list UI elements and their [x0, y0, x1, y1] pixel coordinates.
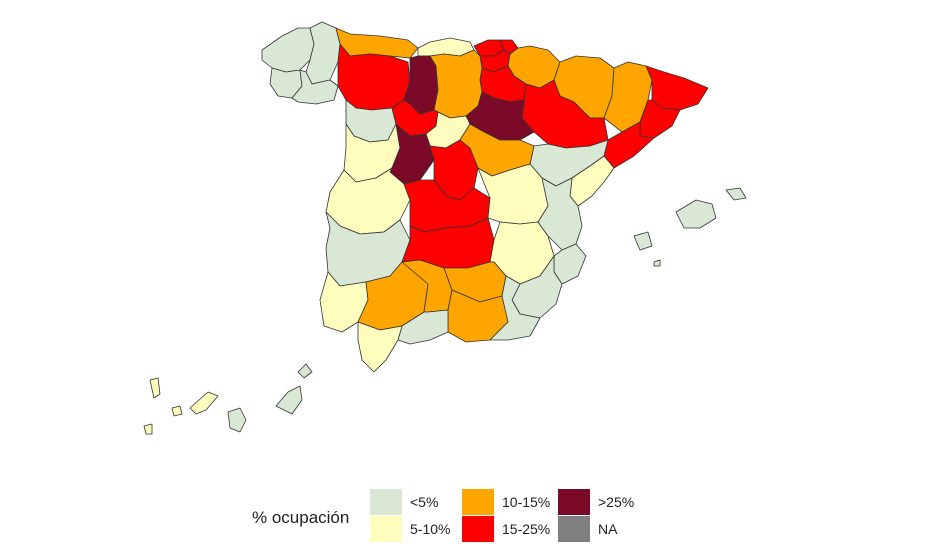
region-burgos: Burgos — [429, 49, 483, 119]
region-santa-cruz-de-tenerife: Santa Cruz de Tenerife — [143, 377, 219, 435]
region-ourense: Ourense — [291, 69, 339, 105]
region-valencia: Valencia — [537, 177, 583, 251]
legend-swatch-na — [558, 516, 590, 542]
legend-swatch-10-15 — [462, 489, 494, 515]
legend-swatch-lt5 — [370, 489, 402, 515]
legend-label-lt5: <5% — [410, 494, 439, 510]
legend-label-5-10: 5-10% — [410, 521, 451, 537]
region-alicante: Alicante — [553, 243, 587, 285]
map-legend: % ocupación <5% 5-10% 10-15% 15-25% >25%… — [250, 486, 670, 548]
legend-label-10-15: 10-15% — [502, 494, 551, 510]
legend-swatch-5-10 — [370, 516, 402, 542]
spain-occupancy-map: A CoruñaLugoPontevedraOurenseAsturiasCan… — [143, 21, 747, 435]
legend-title: % ocupación — [252, 508, 350, 527]
region-almería: Almería — [489, 275, 541, 341]
region-a-coruña: A Coruña — [261, 27, 315, 73]
legend-swatch-gt25 — [558, 489, 590, 515]
legend-swatch-15-25 — [462, 516, 494, 542]
legend-label-na: NA — [598, 521, 618, 537]
region-girona: Girona — [645, 65, 709, 111]
region-cádiz: Cádiz — [357, 321, 403, 373]
legend-label-15-25: 15-25% — [502, 521, 551, 537]
legend-label-gt25: >25% — [598, 494, 635, 510]
region-málaga: Málaga — [397, 309, 449, 345]
region-las-palmas: Las Palmas — [227, 363, 313, 433]
region-baleares: Baleares — [633, 187, 747, 267]
